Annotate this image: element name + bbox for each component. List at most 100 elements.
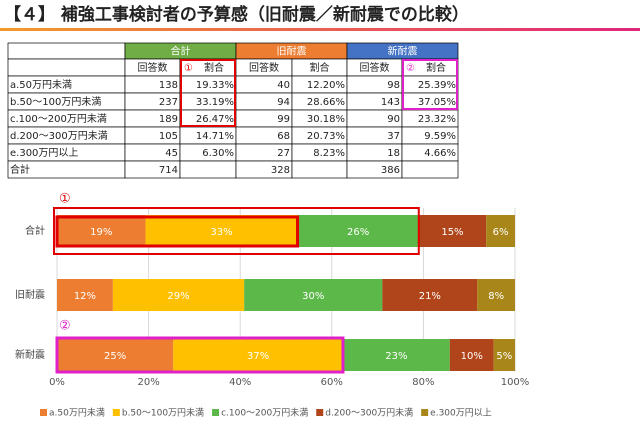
data-label: 25% [104,351,126,362]
annotation: ② [59,319,71,334]
category-label: 合計 [25,224,45,237]
category-label: 新耐震 [15,348,45,361]
data-label: 29% [167,291,189,302]
x-tick-label: 0% [49,377,65,388]
legend-swatch [316,409,324,416]
bar-segment [418,215,487,247]
sub-header: 回答数 [360,61,390,74]
bar-segment [173,339,343,371]
data-label: 33% [210,227,232,238]
table-value: 8.23% [313,148,345,159]
table-value: 99 [277,114,290,125]
table-cell [291,160,348,179]
table-value: 98 [387,80,400,91]
table-cell [7,42,126,60]
highlight-box [55,215,300,248]
table-value: 45 [165,148,178,159]
annotation: ① [59,192,71,207]
title-underline [0,28,640,31]
table-value: 28.66% [307,97,345,108]
group-header: 合計 [171,45,191,58]
table-value: 90 [387,114,400,125]
legend-swatch [112,409,120,416]
row-label: b.50～100万円未満 [10,96,101,108]
x-tick-label: 60% [321,377,343,388]
x-tick-label: 20% [137,377,159,388]
table-value: 30.18% [307,114,345,125]
table-value: 237 [159,97,178,108]
bar-segment [57,339,174,371]
legend-label: e.300万円以上 [430,408,492,419]
x-tick-label: 80% [412,377,434,388]
table-value: 143 [381,97,400,108]
table-value: 68 [277,131,290,142]
bar-segment [382,279,478,311]
bar-segment [477,279,515,311]
table-value: 33.19% [196,97,234,108]
x-tick-label: 40% [229,377,251,388]
bar-segment [342,339,450,371]
sub-header: 割合 [204,61,224,74]
table-value: 105 [159,131,178,142]
table-value: 189 [159,114,178,125]
table-value: 714 [159,165,178,176]
highlight-box [53,207,420,255]
bar-segment [57,279,113,311]
table-value: 37 [387,131,400,142]
table-value: 26.47% [196,114,234,125]
category-label: 旧耐震 [15,288,45,301]
table-value: 18 [387,148,400,159]
page-title: 【４】 補強工事検討者の予算感（旧耐震／新耐震での比較） [4,4,469,25]
table-value: 14.71% [196,131,234,142]
table-value: 6.30% [202,148,234,159]
group-header: 旧耐震 [277,45,307,58]
table-value: 25.39% [418,80,456,91]
table-value: 23.32% [418,114,456,125]
data-label: 10% [461,351,483,362]
sub-header: 割合 [426,61,446,74]
legend-swatch [212,409,220,416]
data-label: 37% [247,351,269,362]
table-cell [401,160,459,179]
table-value: 37.05% [418,97,456,108]
data-label: 30% [302,291,324,302]
marker: ② [406,63,415,74]
legend-swatch [421,409,429,416]
table-value: 386 [381,165,400,176]
table-value: 12.20% [307,80,345,91]
legend-label: c.100～200万円未満 [221,407,308,419]
bar-segment [297,215,419,247]
table-value: 9.59% [424,131,456,142]
row-label: d.200～300万円未満 [10,130,108,142]
table-cell [7,58,126,77]
table-value: 19.33% [196,80,234,91]
bar-segment [493,339,516,371]
row-label: e.300万円以上 [10,147,78,159]
bar-segment [145,215,298,247]
table-value: 328 [271,165,290,176]
data-label: 26% [347,227,369,238]
row-label: a.50万円未満 [10,79,72,91]
bar-segment [112,279,245,311]
table-value: 138 [159,80,178,91]
data-label: 19% [90,227,112,238]
group-header: 新耐震 [388,45,418,58]
legend-swatch [40,409,47,416]
highlight-box [402,59,458,110]
table-cell [179,160,237,179]
bar-segment [449,339,494,371]
marker: ① [184,63,193,74]
bar-segment [57,215,146,247]
data-label: 21% [419,291,441,302]
data-label: 23% [385,351,407,362]
sub-header: 回答数 [138,61,168,74]
highlight-box [55,336,345,374]
table-value: 94 [277,97,290,108]
sub-header: 回答数 [249,61,279,74]
x-tick-label: 100% [501,377,530,388]
table-value: 40 [277,80,290,91]
data-label: 5% [496,351,512,362]
bar-segment [244,279,383,311]
legend-label: b.50～100万円未満 [122,407,204,419]
data-label: 8% [488,291,504,302]
